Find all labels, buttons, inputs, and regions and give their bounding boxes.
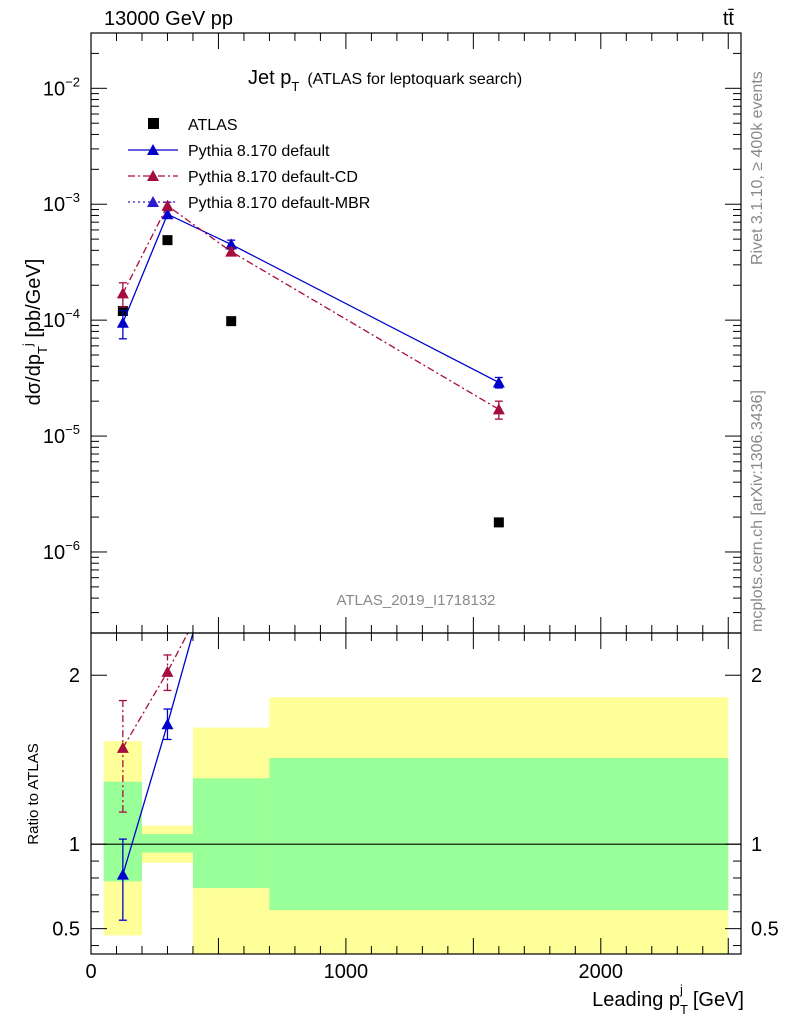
ratio-point-marker — [161, 665, 174, 677]
data-point-marker — [225, 245, 238, 257]
x-tick-label: 2000 — [579, 961, 624, 983]
process-label: tt̄ — [723, 8, 735, 30]
ratio-y-tick-label-right: 0.5 — [751, 919, 779, 941]
ratio-y-tick-label: 1 — [69, 834, 80, 856]
y-tick-label: 10−2 — [43, 74, 80, 100]
series-line-2 — [122, 204, 500, 410]
legend-marker — [147, 144, 159, 155]
uncertainty-band-green — [141, 834, 193, 853]
series-line-1 — [122, 213, 500, 384]
data-point-marker — [116, 316, 129, 328]
data-point-atlas — [493, 517, 504, 528]
legend-label: ATLAS — [188, 117, 238, 134]
ratio-y-tick-label: 0.5 — [52, 919, 80, 941]
data-point-marker — [161, 208, 174, 220]
y-tick-label: 10−6 — [43, 538, 80, 564]
ratio-y-tick-label-right: 2 — [751, 665, 762, 687]
uncertainty-band-green — [192, 778, 270, 889]
ratio-plot-frame — [90, 632, 742, 955]
y-tick-label: 10−3 — [43, 190, 80, 216]
ratio-point-marker — [161, 718, 174, 730]
data-point-marker — [492, 403, 505, 415]
ratio-line-1 — [122, 633, 189, 749]
legend: ATLAS Pythia 8.170 default Pythia 8.170 de… — [128, 117, 370, 212]
data-point-marker — [225, 238, 238, 250]
x-tick-label: 0 — [85, 961, 96, 983]
rivet-label: Rivet 3.1.10, ≥ 400k events — [749, 71, 766, 265]
energy-label: 13000 GeV pp — [104, 8, 233, 30]
data-point-marker — [116, 287, 129, 299]
ratio-point-marker — [116, 741, 129, 753]
ratio-series-group — [116, 633, 194, 921]
legend-label: Pythia 8.170 default-CD — [188, 169, 358, 186]
y-tick-label: 10−4 — [43, 306, 80, 332]
analysis-id-label: ATLAS_2019_I1718132 — [336, 592, 495, 609]
x-tick-label: 1000 — [324, 961, 369, 983]
ratio-y-tick-label-right: 1 — [751, 834, 762, 856]
data-point-marker — [492, 376, 505, 388]
legend-marker — [147, 170, 159, 181]
source-label: mcplots.cern.ch [arXiv:1306.3436] — [749, 390, 766, 632]
legend-label: Pythia 8.170 default — [188, 143, 330, 160]
x-axis-label: Leading pTj [GeV] — [592, 982, 744, 1017]
data-point-atlas — [162, 235, 173, 246]
legend-marker — [147, 196, 159, 207]
ratio-plot-panel: 0.5 0.5 1 1 2 2 0 1000 2000 Ratio to ATLAS Leadi… — [25, 632, 779, 1017]
y-tick-label: 10−5 — [43, 422, 80, 448]
legend-label: Pythia 8.170 default-MBR — [188, 195, 370, 212]
main-title: Jet pT (ATLAS for leptoquark search) — [248, 67, 522, 94]
data-point-marker — [161, 199, 174, 211]
data-point-atlas — [226, 316, 237, 327]
ratio-y-tick-label: 2 — [69, 665, 80, 687]
legend-marker — [148, 118, 159, 129]
ratio-y-axis-label: Ratio to ATLAS — [25, 743, 42, 844]
ratio-point-marker — [116, 868, 129, 880]
uncertainty-band-green — [269, 758, 729, 911]
main-plot-panel: 10−6 10−5 10−4 10−3 10−2 Jet pT (ATLAS for le… — [20, 32, 742, 634]
